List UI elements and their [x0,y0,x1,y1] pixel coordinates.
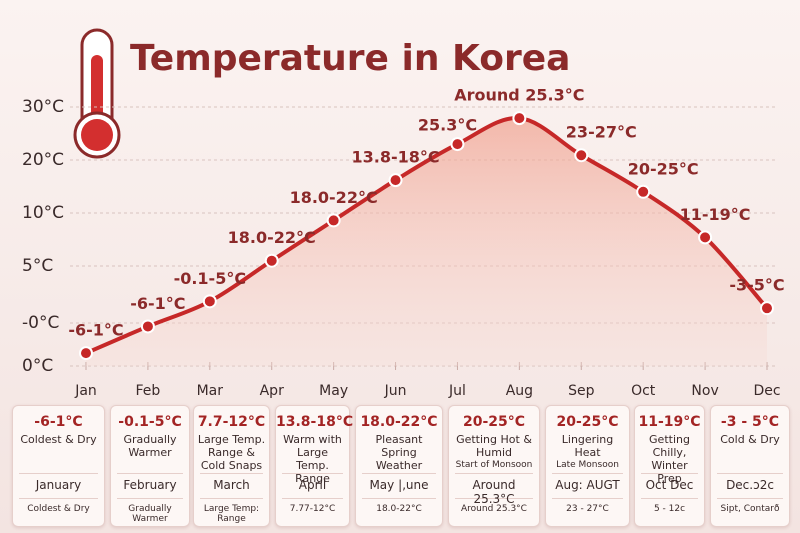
point-label: 23-27°C [566,123,637,142]
x-tick-label: Aug [506,383,533,399]
point [512,111,527,126]
point-label: 20-25°C [628,159,699,178]
x-tick-label: Sep [568,383,595,399]
extra: Late Monsoon [556,460,619,470]
title: 7.7-12°C [197,414,266,430]
month: Dec.ɔ2c [717,473,783,498]
card: 7.7-12°C Large Temp. Range & Cold Snaps Ma… [193,405,270,527]
x-tick-label: Jul [448,383,466,399]
detail: 5 - 12c [641,498,698,514]
point [388,173,403,188]
thermometer-icon [73,28,121,159]
sub: Warm with Large Temp. Range [283,433,342,485]
card: 20-25°C Lingering Heat Late Monsoon Aug: AU… [545,405,630,527]
card: -3 - 5°C Cold & Dry Dec.ɔ2c Sipt, Contarð [710,405,790,527]
point-label: -3-5°C [729,276,784,295]
point-label: Around 25.3°C [454,86,584,105]
y-tick-label: 20°C [22,150,64,170]
month: February [117,473,183,498]
point-label: 11-19°C [680,205,751,224]
title: -3 - 5°C [720,414,780,430]
y-tick-label: 0°C [22,356,53,376]
card: 18.0-22°C Pleasant Spring Weather May |‚un… [355,405,443,527]
point [264,253,279,268]
detail: 23 - 27°C [552,498,623,514]
month: May |‚une [362,473,436,498]
x-tick-label: Feb [136,383,161,399]
sub: Gradually Warmer [123,433,177,459]
card: 20-25°C Getting Hot & Humid Start of Monso… [448,405,540,527]
x-tick-label: May [319,383,348,399]
title: -0.1-5°C [118,414,182,430]
sub-wrap: Getting Hot & Humid Start of Monsoon [449,433,539,473]
x-tick-label: Apr [260,383,284,399]
point [450,137,465,152]
month: April [282,473,343,498]
point [698,230,713,245]
y-tick-label: 10°C [22,203,64,223]
point [574,148,589,163]
extra: Start of Monsoon [455,460,533,470]
card: -0.1-5°C Gradually Warmer February Graduall… [110,405,190,527]
area [86,117,767,366]
point [202,294,217,309]
sub: Large Temp. Range & Cold Snaps [197,433,266,472]
sub-wrap: Lingering Heat Late Monsoon [546,433,629,473]
y-tick-label: 5°C [22,256,53,276]
title: 20-25°C [462,414,526,430]
title: -6-1°C [34,414,83,430]
month: January [19,473,98,498]
title: 18.0-22°C [360,414,438,430]
point-label: -6-1°C [68,321,123,340]
sub: Getting Hot & Humid [456,433,532,459]
sub: Coldest & Dry [20,433,97,446]
point [140,319,155,334]
month: Oct Dec [641,473,698,498]
point-label: 18.0-22°C [228,228,316,247]
sub: Cold & Dry [720,433,780,446]
title: 13.8-18°C [276,414,354,430]
sub: Lingering Heat [561,433,614,459]
x-tick-label: Nov [691,383,718,399]
point-label: 25.3°C [418,116,477,135]
sub: Pleasant Spring Weather [375,433,423,472]
detail: Gradually Warmer [117,498,183,524]
x-tick-label: Oct [631,383,656,399]
point-label: 18.0-22°C [290,188,378,207]
month: Aug: AUGT [552,473,623,498]
point-label: 13.8-18°C [351,148,439,167]
point [636,184,651,199]
x-tick-label: Dec [753,383,780,399]
card: -6-1°C Coldest & Dry January Coldest & Dry [12,405,105,527]
detail: Around 25.3°C [455,498,533,514]
x-tick-label: Jun [384,383,407,399]
sub: Getting Chilly, Winter Prep [649,433,690,485]
detail: Sipt, Contarð [717,498,783,514]
point-label: -6-1°C [130,294,185,313]
detail: 7.77-12°C [282,498,343,514]
point-label: -0.1-5°C [174,269,247,288]
x-tick-label: Mar [197,383,224,399]
title: 11-19°C [638,414,701,430]
point [326,213,341,228]
point [760,301,774,316]
y-tick-label: 30°C [22,97,64,117]
card: 13.8-18°C Warm with Large Temp. Range Apri… [275,405,354,527]
point [79,346,93,361]
title: 20-25°C [556,414,619,430]
detail: Large Temp: Range [200,498,263,524]
card: 11-19°C Getting Chilly, Winter Prep Oct De… [634,405,705,527]
detail: 18.0-22°C [362,498,436,514]
month: March [200,473,263,498]
x-tick-label: Jan [74,383,97,399]
month: Around 25.3°C [455,473,533,506]
y-tick-label: -0°C [22,313,59,333]
chart-title: Temperature in Korea [130,38,570,79]
detail: Coldest & Dry [19,498,98,514]
